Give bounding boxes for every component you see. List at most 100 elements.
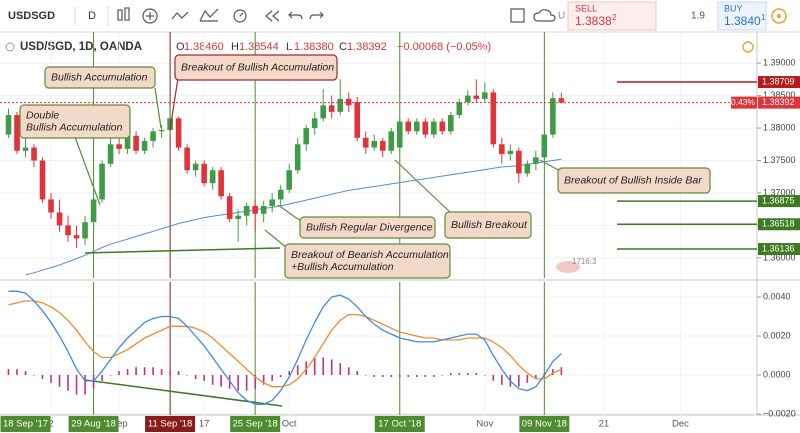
histogram-bar xyxy=(160,369,163,376)
histogram-bar xyxy=(381,375,384,377)
alert-icon[interactable] xyxy=(233,9,247,23)
candle-body xyxy=(277,189,284,200)
marker-label: 18 Sep '17 xyxy=(3,419,48,430)
toolbar: USDSGD D U SELL 1.3838 2 1.9 BUY 1.3840 … xyxy=(0,0,800,33)
callout-line xyxy=(277,204,303,223)
marker-label: 09 Nov '18 xyxy=(522,419,567,430)
histogram-bar xyxy=(220,375,222,387)
annotation-box xyxy=(557,167,711,194)
histogram-bar xyxy=(322,357,325,376)
indicators-icon[interactable] xyxy=(142,8,158,24)
marker-label-bg xyxy=(68,416,119,432)
candle-body xyxy=(39,160,46,200)
candle-body xyxy=(260,205,267,214)
annotation-box xyxy=(299,216,436,239)
annotation-box xyxy=(444,211,532,239)
histogram-bar xyxy=(552,369,554,376)
histogram-bar xyxy=(279,375,282,377)
sell-button[interactable] xyxy=(567,1,657,31)
histogram-bar xyxy=(203,375,205,381)
histogram-bar xyxy=(330,359,333,376)
histogram-bar xyxy=(492,375,495,381)
candle-body xyxy=(218,170,224,197)
annotation-text: Breakout of Bearish Accumulation xyxy=(291,249,449,261)
candle-body xyxy=(31,147,37,161)
candle-body xyxy=(56,212,63,226)
candle-body xyxy=(14,115,20,151)
templates-icon[interactable] xyxy=(199,8,219,22)
candle-body xyxy=(550,98,556,135)
histogram-bar xyxy=(92,375,95,389)
candle-body xyxy=(167,118,173,131)
marker-label-bg xyxy=(374,416,425,432)
candle-body xyxy=(73,235,80,239)
candle-body xyxy=(396,121,403,148)
y-tick-label: 1.38500 xyxy=(763,90,796,100)
histogram-bar xyxy=(560,367,563,376)
candle-body xyxy=(516,150,522,174)
histogram-bar xyxy=(339,363,342,376)
candles-icon[interactable] xyxy=(117,7,130,21)
legend-icon[interactable] xyxy=(5,42,15,52)
callout-line xyxy=(154,87,162,129)
candle-body xyxy=(48,199,54,213)
annotation-box xyxy=(284,243,451,279)
last-price-tag xyxy=(758,96,800,109)
candle-body xyxy=(294,144,301,171)
histogram-bar xyxy=(16,369,18,376)
candle-body xyxy=(158,130,165,132)
histogram-bar xyxy=(373,375,376,377)
y-tick-label: 1.39000 xyxy=(763,58,796,68)
candle-body xyxy=(447,115,454,132)
histogram-bar xyxy=(194,375,197,379)
candle-body xyxy=(456,102,463,116)
replay-icon[interactable] xyxy=(265,10,280,22)
histogram-bar xyxy=(50,375,52,383)
buy-button[interactable] xyxy=(717,1,767,31)
layout-icon[interactable] xyxy=(510,8,525,23)
histogram-bar xyxy=(467,373,469,376)
undo-icon[interactable] xyxy=(288,11,303,20)
sell-price: 1.3838 xyxy=(575,14,612,28)
candle-body xyxy=(362,137,369,148)
histogram-bar xyxy=(364,375,367,376)
buy-pip: 1 xyxy=(761,13,766,22)
candle-body xyxy=(252,205,258,214)
histogram-bar xyxy=(143,367,146,376)
histogram-bar xyxy=(407,375,410,377)
toolbar-bg xyxy=(0,0,800,32)
cloud-icon[interactable] xyxy=(533,9,556,22)
histogram-bar xyxy=(390,375,393,377)
y-tick-label: 1.37000 xyxy=(763,187,796,197)
alert-dot[interactable] xyxy=(742,41,754,53)
callout-line xyxy=(394,159,453,215)
settings-icon[interactable] xyxy=(771,8,787,24)
interval[interactable]: D xyxy=(88,10,96,22)
symbol[interactable]: USDSGD xyxy=(8,10,55,22)
watermark-logo xyxy=(556,261,580,273)
annotation-text: +Bullish Accumulation xyxy=(291,261,394,273)
candle-body xyxy=(328,105,335,112)
redo-icon[interactable] xyxy=(309,11,324,20)
candle-body xyxy=(65,225,71,236)
level-tag-label: 1.36518 xyxy=(762,219,795,229)
annotation-text: Bullish Regular Divergence xyxy=(306,221,433,233)
level-tag-label: 1.36875 xyxy=(762,195,795,205)
candle-body xyxy=(82,222,88,239)
histogram-bar xyxy=(449,373,452,376)
histogram-bar xyxy=(67,375,69,391)
level-tag xyxy=(758,218,800,231)
annotation-text: Breakout of Bullish Accumulation xyxy=(181,61,334,73)
histogram-bar xyxy=(101,375,103,381)
candle-body xyxy=(311,118,318,129)
histogram-bar xyxy=(398,375,401,377)
compare-icon[interactable] xyxy=(171,11,189,20)
y-tick-label: 1.37500 xyxy=(763,155,796,165)
candle-body xyxy=(524,163,531,174)
candle-body xyxy=(439,121,446,132)
histogram-bar xyxy=(526,375,529,383)
candle-body xyxy=(413,121,420,132)
marker-label: 17 Oct '18 xyxy=(378,419,421,430)
candle-body xyxy=(243,205,250,216)
level-tag xyxy=(758,195,800,208)
